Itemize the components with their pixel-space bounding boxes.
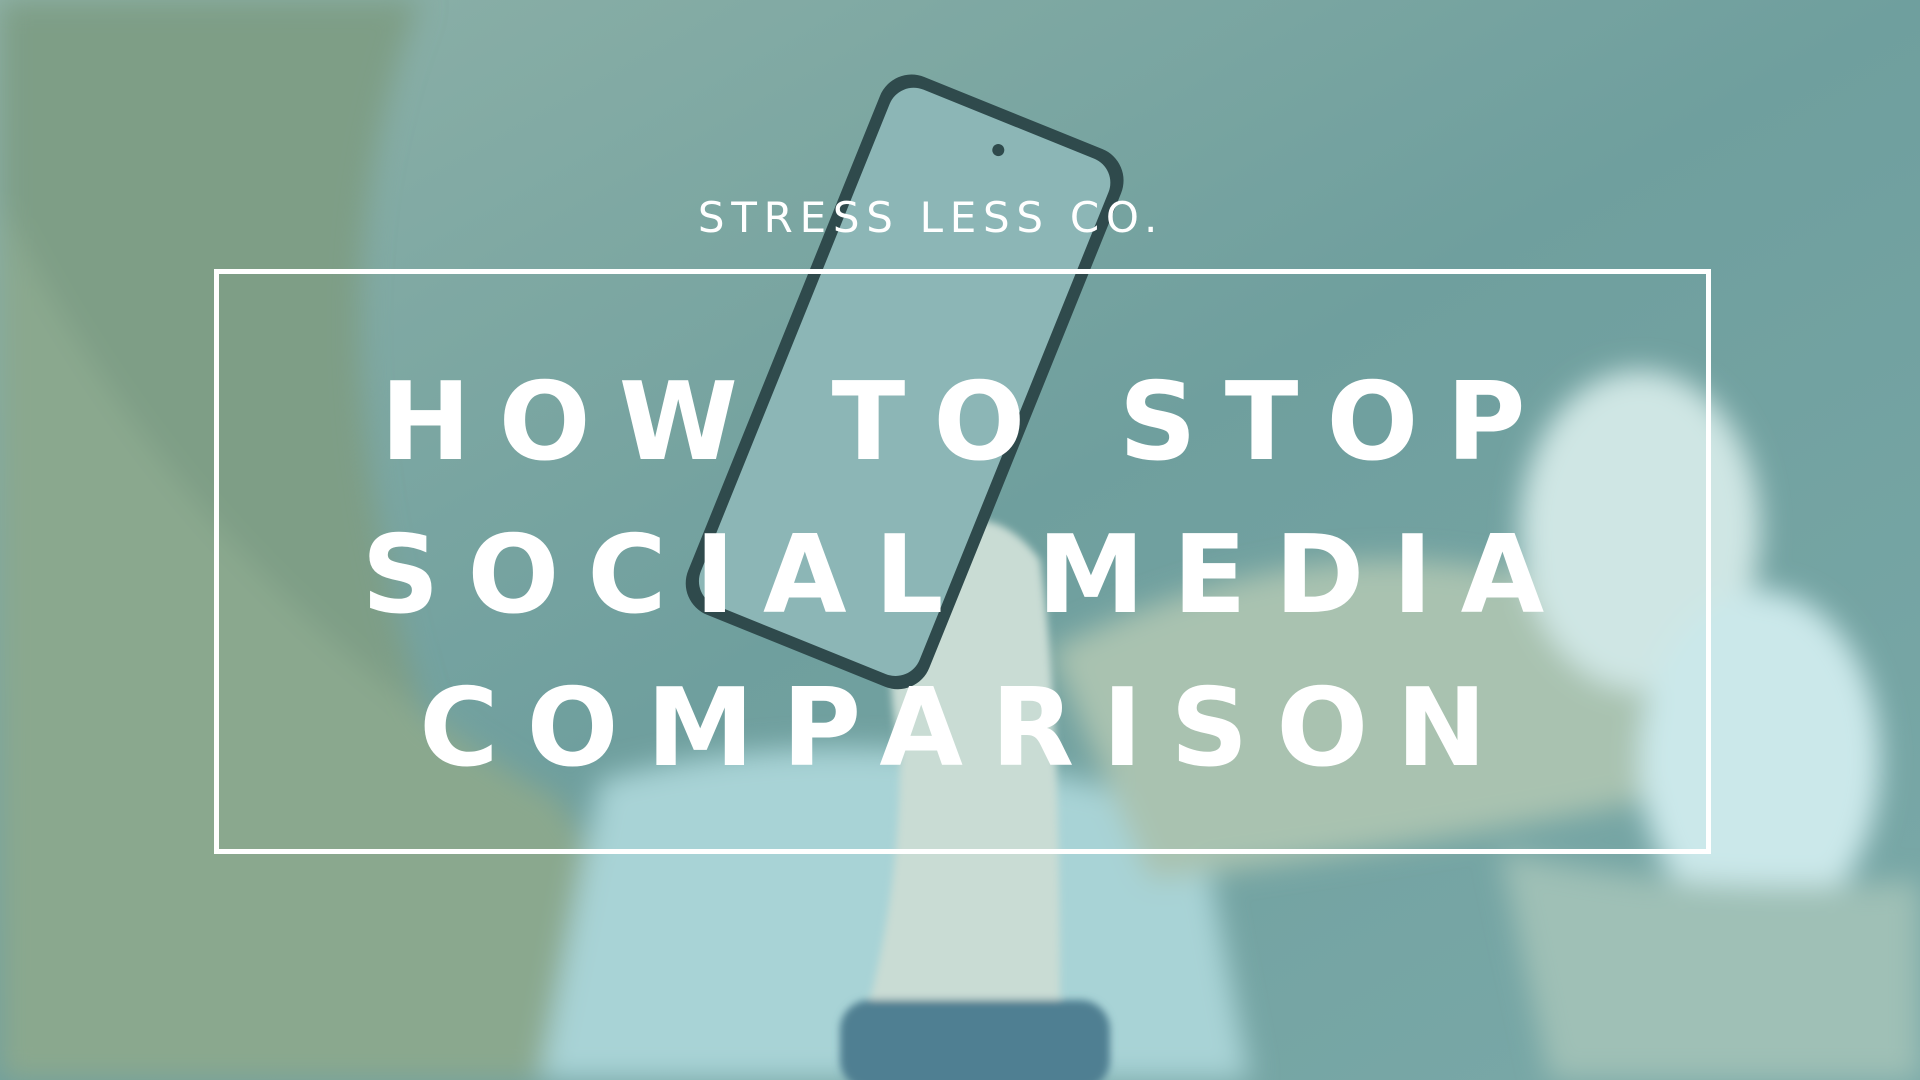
- title-line: SOCIAL MEDIA: [361, 513, 1573, 638]
- title-line: COMPARISON: [419, 666, 1515, 791]
- brand-name: STRESS LESS CO.: [697, 193, 1165, 242]
- title-frame: [214, 269, 1711, 854]
- title-line: HOW TO STOP: [380, 360, 1554, 485]
- title: HOW TO STOP SOCIAL MEDIA COMPARISON: [0, 346, 1920, 805]
